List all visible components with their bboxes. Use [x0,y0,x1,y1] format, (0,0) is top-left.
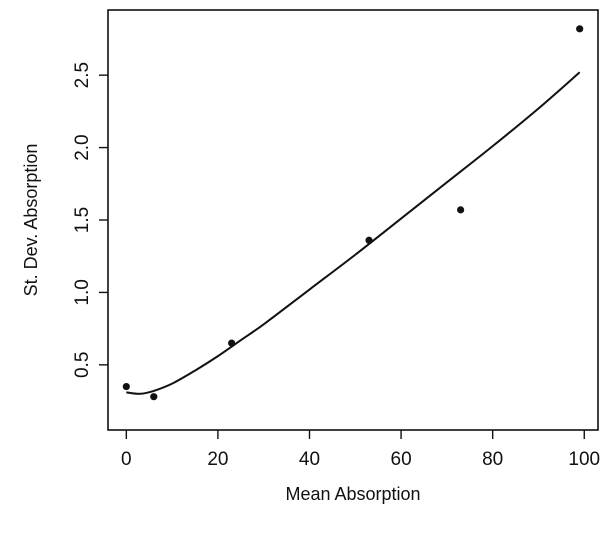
y-axis-title: St. Dev. Absorption [21,144,41,297]
y-tick-label: 2.5 [72,62,93,88]
data-point [122,382,130,391]
x-tick-label: 20 [207,449,228,470]
data-point [457,206,465,214]
data-point [576,25,584,33]
data-point [150,393,158,401]
x-tick-label: 100 [568,449,600,470]
y-axis: 0.5 1.0 1.5 2.0 2.5 [72,62,108,378]
x-tick-label: 40 [299,449,320,470]
y-tick-label: 1.0 [72,279,93,305]
y-tick-label: 0.5 [72,352,93,378]
y-tick-label: 1.5 [72,207,93,233]
x-axis-title: Mean Absorption [285,484,420,504]
fitted-curve-line [126,71,581,395]
background-show-through [108,10,598,430]
y-tick-label: 2.0 [72,134,93,160]
x-tick-label: 60 [391,449,412,470]
x-tick-label: 0 [121,449,132,470]
x-axis: 0 20 40 60 80 100 [121,430,600,470]
x-tick-label: 80 [482,449,503,470]
series-layer [122,25,584,401]
